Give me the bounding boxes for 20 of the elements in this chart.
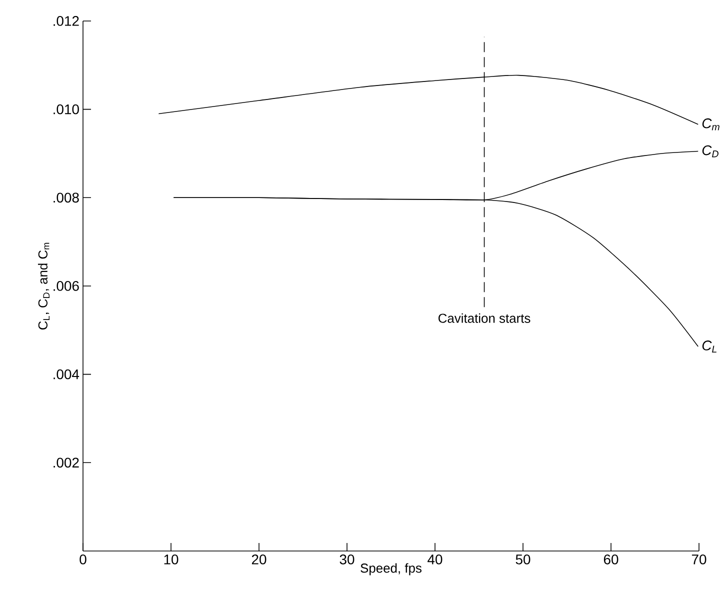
x-tick-label: 60 [604,554,618,564]
y-tick-label: .004 [54,369,80,380]
x-tick-label: 0 [80,554,86,564]
y-tick-label: .010 [54,104,79,114]
ref-line-label: Cavitation starts [438,313,530,323]
x-tick-label: 30 [340,554,354,564]
y-tick-label: .002 [54,458,79,468]
x-tick-label: 10 [164,554,178,564]
series-label: C$_{L}$ [702,340,716,352]
x-tick-label: 70 [692,554,706,564]
x-tick-label: 40 [428,554,442,564]
series-label: C$_{D}$ [702,145,718,158]
x-axis-title: Speed, fps [360,563,422,576]
y-tick-label: .012 [54,16,79,26]
x-tick-label: 50 [516,554,530,564]
y-axis-title: C$_{L}$, C$_{D}$, and C$_{m}$ [38,242,50,330]
series-label: C$_{m}$ [702,118,720,130]
x-tick-label: 20 [252,554,266,564]
y-tick-label: .006 [54,281,79,291]
y-tick-label: .008 [54,192,79,203]
